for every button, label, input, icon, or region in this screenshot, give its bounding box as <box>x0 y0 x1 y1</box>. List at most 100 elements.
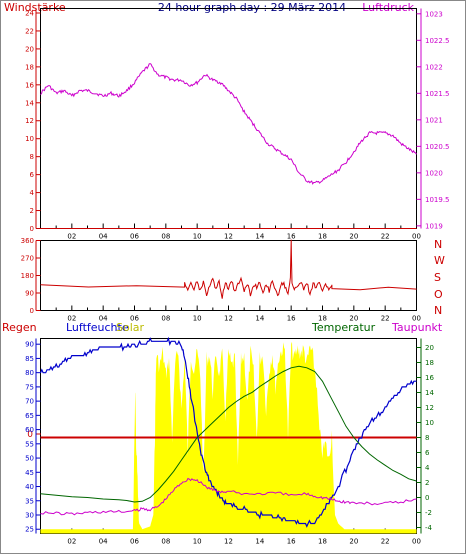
pressure-line <box>40 63 417 185</box>
wind-tick-label-16: 16 <box>25 81 34 89</box>
humidity-tick-label-60: 60 <box>25 426 34 434</box>
x-tick-label-p1-20: 20 <box>349 315 358 323</box>
wind-tick-label-4: 4 <box>30 189 35 197</box>
humidity-tick-label-85: 85 <box>25 355 34 363</box>
x-tick-label-p2-20: 20 <box>349 538 358 546</box>
x-tick-label-p2-08: 08 <box>161 538 170 546</box>
x-tick-label-p1-00: 00 <box>412 315 421 323</box>
x-tick-label-p1-12: 12 <box>224 315 233 323</box>
wind-tick-label-0: 0 <box>30 225 34 233</box>
wind-tick-label-22: 22 <box>25 27 34 35</box>
wind-tick-label-18: 18 <box>25 63 34 71</box>
direction-label-s: S <box>434 271 441 284</box>
temperature-tick-label-0: 0 <box>425 494 429 502</box>
temperature-tick-label-16: 16 <box>425 374 434 382</box>
legend-luftfeuchte: Luftfeuchte <box>66 321 129 334</box>
pressure-tick-label-1021.5: 1021.5 <box>425 90 450 98</box>
dewpoint-line <box>40 477 417 516</box>
temperature-tick-label--4: -4 <box>425 524 433 532</box>
humidity-tick-label-65: 65 <box>25 412 34 420</box>
x-tick-label-p0-06: 06 <box>130 233 139 241</box>
left-axis-label: Windstärke <box>4 1 66 14</box>
x-tick-label-p2-00: 00 <box>412 538 421 546</box>
direction-label-n-top: N <box>434 238 442 251</box>
humidity-tick-label-35: 35 <box>25 497 34 505</box>
pressure-tick-label-1021: 1021 <box>425 116 443 124</box>
x-tick-label-p0-10: 10 <box>193 233 202 241</box>
panel-middle-frame <box>40 240 417 311</box>
pressure-tick-label-1020: 1020 <box>425 169 443 177</box>
temperature-tick-label-18: 18 <box>425 359 434 367</box>
wind-tick-label-14: 14 <box>25 99 34 107</box>
x-tick-label-p1-10: 10 <box>193 315 202 323</box>
pressure-tick-label-1019: 1019 <box>425 222 443 230</box>
temperature-tick-label--2: -2 <box>425 509 432 517</box>
temperature-tick-label-2: 2 <box>425 479 429 487</box>
humidity-tick-label-55: 55 <box>25 440 34 448</box>
legend-solar: Solar <box>116 321 145 334</box>
temperature-tick-label-14: 14 <box>425 389 434 397</box>
legend-regen: Regen <box>2 321 37 334</box>
direction-tick-label-0: 0 <box>30 307 34 315</box>
x-tick-label-p0-20: 20 <box>349 233 358 241</box>
humidity-line <box>39 336 417 528</box>
x-tick-label-p0-12: 12 <box>224 233 233 241</box>
panel-top <box>40 8 417 229</box>
pressure-tick-label-1023: 1023 <box>425 10 443 18</box>
x-tick-label-p2-10: 10 <box>193 538 202 546</box>
wind-tick-label-12: 12 <box>25 117 34 125</box>
temperature-tick-label-10: 10 <box>425 419 434 427</box>
direction-tick-label-360: 360 <box>21 237 34 245</box>
temperature-tick-label-6: 6 <box>425 449 430 457</box>
x-tick-label-p2-16: 16 <box>287 538 296 546</box>
direction-label-n-bottom: N <box>434 304 442 317</box>
wind-tick-label-8: 8 <box>30 153 34 161</box>
x-tick-label-p1-02: 02 <box>67 315 76 323</box>
x-tick-label-p2-18: 18 <box>318 538 327 546</box>
pressure-tick-label-1020.5: 1020.5 <box>425 143 450 151</box>
direction-tick-label-180: 180 <box>21 272 34 280</box>
direction-tick-label-90: 90 <box>25 290 34 298</box>
wind-direction-line <box>40 239 417 299</box>
x-tick-label-p0-14: 14 <box>255 233 264 241</box>
x-tick-label-p2-02: 02 <box>67 538 76 546</box>
temperature-line <box>40 365 417 503</box>
temperature-tick-label-4: 4 <box>425 464 430 472</box>
x-tick-label-p2-04: 04 <box>99 538 108 546</box>
x-tick-label-p0-04: 04 <box>99 233 108 241</box>
panel-top-frame <box>40 8 417 229</box>
wind-tick-label-2: 2 <box>30 207 34 215</box>
humidity-tick-label-30: 30 <box>25 511 34 519</box>
x-tick-label-p1-22: 22 <box>381 315 390 323</box>
temperature-tick-label-12: 12 <box>425 404 434 412</box>
direction-label-w: W <box>434 254 445 267</box>
humidity-tick-label-25: 25 <box>25 526 34 534</box>
panel-wind-direction <box>40 240 417 311</box>
wind-tick-label-10: 10 <box>25 135 34 143</box>
x-tick-label-p0-00: 00 <box>412 233 421 241</box>
temperature-tick-label-20: 20 <box>425 344 434 352</box>
x-tick-label-p1-08: 08 <box>161 315 170 323</box>
humidity-tick-label-70: 70 <box>25 398 34 406</box>
page-title: 24 hour graph day : 29 März 2014 <box>158 1 346 14</box>
x-tick-label-p2-12: 12 <box>224 538 233 546</box>
direction-label-o: O <box>434 288 443 301</box>
humidity-tick-label-80: 80 <box>25 369 34 377</box>
wind-tick-label-6: 6 <box>30 171 35 179</box>
wind-tick-label-24: 24 <box>25 9 34 17</box>
x-tick-label-p1-06: 06 <box>130 315 139 323</box>
x-tick-label-p0-08: 08 <box>161 233 170 241</box>
legend-temperatur: Temperatur <box>311 321 376 334</box>
direction-tick-label-270: 270 <box>21 255 34 263</box>
humidity-tick-label-40: 40 <box>25 483 34 491</box>
x-tick-label-p2-06: 06 <box>130 538 139 546</box>
wind-tick-label-20: 20 <box>25 45 34 53</box>
temperature-tick-label-8: 8 <box>425 434 429 442</box>
right-axis-label: Luftdruck <box>362 1 414 14</box>
regen-zero-label: 0 <box>27 430 33 440</box>
pressure-tick-label-1022: 1022 <box>425 63 443 71</box>
